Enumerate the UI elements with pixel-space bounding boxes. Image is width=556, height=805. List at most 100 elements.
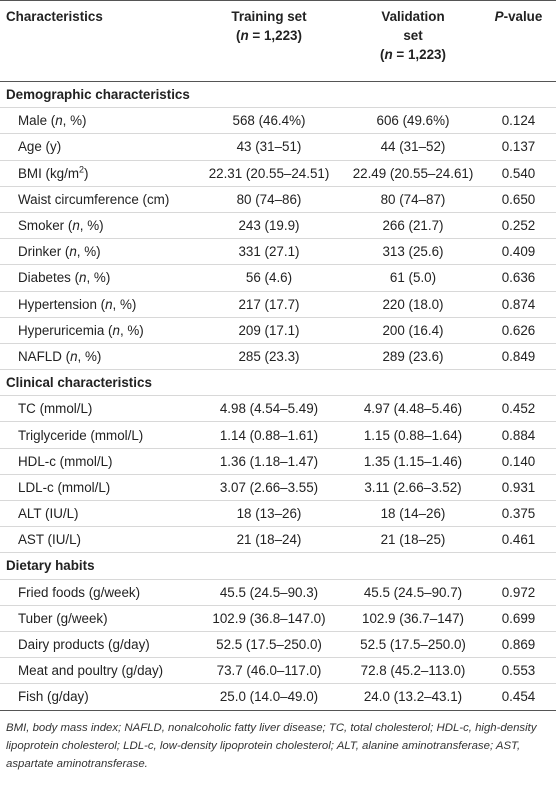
data-row: Male (n, %) 568 (46.4%) 606 (49.6%) 0.124 bbox=[0, 107, 556, 135]
row-label: Waist circumference (cm) bbox=[0, 186, 193, 213]
row-label: Dairy products (g/day) bbox=[0, 631, 193, 659]
p-value: 0.884 bbox=[481, 421, 556, 449]
text-run: ( bbox=[236, 28, 241, 43]
row-label: BMI (kg/m2) bbox=[0, 160, 193, 187]
data-row: NAFLD (n, %) 285 (23.3) 289 (23.6) 0.849 bbox=[0, 343, 556, 371]
row-label: Fried foods (g/week) bbox=[0, 579, 193, 606]
p-value: 0.452 bbox=[481, 395, 556, 423]
text-run: n bbox=[72, 218, 80, 234]
text-run: HDL-c (mmol/L) bbox=[18, 453, 113, 469]
text-run: n bbox=[70, 348, 78, 364]
training-value: 18 (13–26) bbox=[193, 500, 345, 528]
validation-value: 61 (5.0) bbox=[345, 264, 481, 292]
validation-value: 22.49 (20.55–24.61) bbox=[345, 160, 481, 187]
p-value: 0.972 bbox=[481, 579, 556, 606]
validation-value: 80 (74–87) bbox=[345, 186, 481, 213]
data-table: Characteristics Training set (n = 1,223) Va… bbox=[0, 0, 556, 711]
text-run: n bbox=[105, 296, 113, 312]
p-value: 0.626 bbox=[481, 317, 556, 344]
row-label: Triglyceride (mmol/L) bbox=[0, 421, 193, 449]
validation-value: 289 (23.6) bbox=[345, 343, 481, 371]
validation-value: 18 (14–26) bbox=[345, 500, 481, 528]
p-value: 0.874 bbox=[481, 291, 556, 318]
training-value: 22.31 (20.55–24.51) bbox=[193, 160, 345, 187]
text-run: -value bbox=[503, 9, 543, 24]
text-run: , %) bbox=[79, 218, 104, 234]
header-cell: Characteristics bbox=[0, 0, 193, 82]
text-run: BMI (kg/m bbox=[18, 165, 80, 181]
text-run: Age (y) bbox=[18, 139, 62, 155]
training-value: 4.98 (4.54–5.49) bbox=[193, 395, 345, 423]
training-value: 43 (31–51) bbox=[193, 133, 345, 161]
text-run: Meat and poultry (g/day) bbox=[18, 663, 164, 679]
p-value: 0.461 bbox=[481, 526, 556, 554]
data-row: Waist circumference (cm) 80 (74–86) 80 (74… bbox=[0, 186, 556, 213]
text-run: ( bbox=[380, 47, 385, 62]
text-run: Triglyceride (mmol/L) bbox=[18, 427, 144, 443]
text-run: Hyperuricemia ( bbox=[18, 322, 113, 338]
validation-value: 24.0 (13.2–43.1) bbox=[345, 683, 481, 711]
p-value: 0.252 bbox=[481, 212, 556, 240]
text-run: = 1,223) bbox=[248, 28, 302, 43]
text-run: Smoker ( bbox=[18, 218, 73, 234]
text-run: Fried foods (g/week) bbox=[18, 584, 141, 600]
training-value: 21 (18–24) bbox=[193, 526, 345, 554]
row-label: AST (IU/L) bbox=[0, 526, 193, 554]
validation-value: 606 (49.6%) bbox=[345, 107, 481, 135]
validation-value: 3.11 (2.66–3.52) bbox=[345, 474, 481, 502]
text-run: Male ( bbox=[18, 113, 56, 129]
section-row: Demographic characteristics bbox=[0, 81, 556, 109]
training-value: 568 (46.4%) bbox=[193, 107, 345, 135]
validation-value: 21 (18–25) bbox=[345, 526, 481, 554]
text-run: Fish (g/day) bbox=[18, 689, 89, 705]
table-header: Characteristics Training set (n = 1,223) Va… bbox=[0, 0, 556, 82]
header-line: Training set bbox=[197, 7, 341, 26]
validation-value: 102.9 (36.7–147) bbox=[345, 605, 481, 632]
row-label: Tuber (g/week) bbox=[0, 605, 193, 632]
p-value: 0.931 bbox=[481, 474, 556, 502]
p-value: 0.137 bbox=[481, 133, 556, 161]
row-label: ALT (IU/L) bbox=[0, 500, 193, 528]
text-run: , %) bbox=[112, 296, 137, 312]
data-row: Meat and poultry (g/day) 73.7 (46.0–117.0… bbox=[0, 657, 556, 685]
text-run: Drinker ( bbox=[18, 244, 70, 260]
validation-value: 1.35 (1.15–1.46) bbox=[345, 448, 481, 475]
validation-value: 52.5 (17.5–250.0) bbox=[345, 631, 481, 659]
text-run: n bbox=[55, 113, 63, 129]
section-title: Dietary habits bbox=[0, 552, 556, 580]
data-row: Hypertension (n, %) 217 (17.7) 220 (18.0) 0… bbox=[0, 291, 556, 318]
p-value: 0.553 bbox=[481, 657, 556, 685]
text-run: n bbox=[112, 322, 120, 338]
data-row: BMI (kg/m2) 22.31 (20.55–24.51) 22.49 (20.… bbox=[0, 160, 556, 187]
text-run: Dairy products (g/day) bbox=[18, 637, 150, 653]
text-run: n bbox=[79, 270, 87, 286]
text-run: Tuber (g/week) bbox=[18, 610, 108, 626]
text-run: n bbox=[240, 28, 249, 43]
data-row: Fish (g/day) 25.0 (14.0–49.0) 24.0 (13.2–4… bbox=[0, 683, 556, 711]
row-label: HDL-c (mmol/L) bbox=[0, 448, 193, 475]
header-line: (n = 1,223) bbox=[197, 26, 341, 45]
p-value: 0.409 bbox=[481, 238, 556, 266]
validation-value: 72.8 (45.2–113.0) bbox=[345, 657, 481, 685]
text-run: Diabetes ( bbox=[18, 270, 80, 286]
data-row: Fried foods (g/week) 45.5 (24.5–90.3) 45.5… bbox=[0, 579, 556, 606]
validation-value: 266 (21.7) bbox=[345, 212, 481, 240]
row-label: LDL-c (mmol/L) bbox=[0, 474, 193, 502]
p-value: 0.650 bbox=[481, 186, 556, 213]
row-label: Hypertension (n, %) bbox=[0, 291, 193, 318]
p-value: 0.699 bbox=[481, 605, 556, 632]
training-value: 3.07 (2.66–3.55) bbox=[193, 474, 345, 502]
text-run: ) bbox=[84, 165, 89, 181]
training-value: 243 (19.9) bbox=[193, 212, 345, 240]
text-run: AST (IU/L) bbox=[18, 532, 81, 548]
training-value: 45.5 (24.5–90.3) bbox=[193, 579, 345, 606]
row-label: TC (mmol/L) bbox=[0, 395, 193, 423]
data-row: TC (mmol/L) 4.98 (4.54–5.49) 4.97 (4.48–5.… bbox=[0, 395, 556, 423]
data-row: Drinker (n, %) 331 (27.1) 313 (25.6) 0.409 bbox=[0, 238, 556, 266]
text-run: n bbox=[384, 47, 393, 62]
data-row: Dairy products (g/day) 52.5 (17.5–250.0) 5… bbox=[0, 631, 556, 659]
header-line: Validation bbox=[349, 7, 477, 26]
row-label: Hyperuricemia (n, %) bbox=[0, 317, 193, 344]
p-value: 0.849 bbox=[481, 343, 556, 371]
